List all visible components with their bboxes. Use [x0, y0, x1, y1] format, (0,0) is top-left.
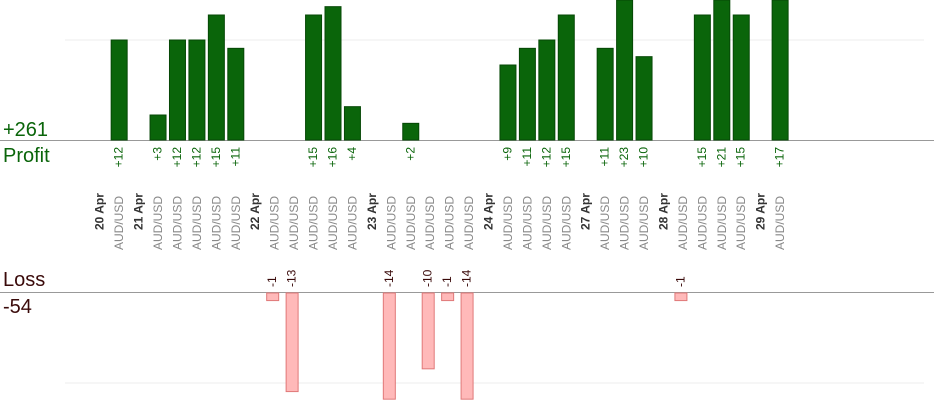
- profit-bar: [402, 122, 420, 141]
- profit-data-label: +12: [189, 147, 203, 168]
- pair-tick-label: AUD/USD: [773, 196, 787, 250]
- profit-bar: [771, 0, 789, 141]
- pair-tick-label: AUD/USD: [734, 196, 748, 250]
- profit-data-label: +2: [403, 147, 417, 161]
- profit-bar: [732, 14, 750, 141]
- profit-bar: [616, 0, 634, 141]
- profit-data-label: +12: [539, 147, 553, 168]
- pair-tick-label: AUD/USD: [287, 196, 301, 250]
- loss-total: -54: [3, 296, 32, 318]
- profit-label: Profit: [3, 145, 50, 167]
- pair-tick-label: AUD/USD: [501, 196, 515, 250]
- loss-bar: [441, 292, 455, 302]
- profit-data-label: +15: [695, 147, 709, 168]
- pair-tick-label: AUD/USD: [229, 196, 243, 250]
- loss-label: Loss: [3, 269, 46, 291]
- date-tick-label: 20 Apr: [93, 193, 107, 230]
- profit-data-label: +11: [228, 147, 242, 167]
- loss-data-label: -10: [421, 269, 435, 287]
- profit-bar: [305, 14, 323, 141]
- loss-data-label: -1: [440, 276, 454, 287]
- date-tick-label: 22 Apr: [248, 193, 262, 230]
- pair-tick-label: AUD/USD: [715, 196, 729, 250]
- profit-bar: [538, 39, 556, 141]
- date-tick-label: 23 Apr: [365, 193, 379, 230]
- pair-tick-label: AUD/USD: [307, 196, 321, 250]
- profit-data-label: +21: [714, 147, 728, 168]
- profit-bar: [635, 56, 653, 141]
- date-tick-label: 29 Apr: [754, 193, 768, 230]
- pair-tick-label: AUD/USD: [384, 196, 398, 250]
- loss-bar: [421, 292, 435, 370]
- profit-data-label: +15: [734, 147, 748, 168]
- profit-bar: [207, 14, 225, 141]
- profit-bar: [343, 106, 361, 141]
- pair-tick-label: AUD/USD: [618, 196, 632, 250]
- pair-tick-label: AUD/USD: [209, 196, 223, 250]
- profit-bar: [713, 0, 731, 141]
- loss-bar: [460, 292, 474, 400]
- profit-bar: [324, 6, 342, 141]
- profit-bar: [596, 47, 614, 141]
- pair-tick-label: AUD/USD: [676, 196, 690, 250]
- pair-tick-label: AUD/USD: [540, 196, 554, 250]
- profit-bar: [168, 39, 186, 141]
- profit-data-label: +4: [345, 147, 359, 161]
- profit-bar: [518, 47, 536, 141]
- pair-tick-label: AUD/USD: [462, 196, 476, 250]
- profit-data-label: +11: [520, 147, 534, 167]
- profit-bar: [110, 39, 128, 141]
- profit-data-label: +15: [209, 147, 223, 168]
- profit-bar: [149, 114, 167, 141]
- date-tick-label: 28 Apr: [656, 193, 670, 230]
- pair-tick-label: AUD/USD: [170, 196, 184, 250]
- pair-tick-label: AUD/USD: [423, 196, 437, 250]
- profit-data-label: +12: [170, 147, 184, 168]
- pair-tick-label: AUD/USD: [598, 196, 612, 250]
- pair-tick-label: AUD/USD: [695, 196, 709, 250]
- profit-bar: [557, 14, 575, 141]
- date-tick-label: 24 Apr: [482, 193, 496, 230]
- pair-tick-label: AUD/USD: [190, 196, 204, 250]
- loss-data-label: -1: [673, 276, 687, 287]
- pair-tick-label: AUD/USD: [637, 196, 651, 250]
- loss-bar: [285, 292, 299, 393]
- profit-data-label: +23: [617, 147, 631, 168]
- loss-data-label: -1: [265, 276, 279, 287]
- pair-tick-label: AUD/USD: [345, 196, 359, 250]
- profit-data-label: +15: [306, 147, 320, 168]
- loss-data-label: -14: [460, 269, 474, 287]
- pair-tick-label: AUD/USD: [443, 196, 457, 250]
- pair-tick-label: AUD/USD: [520, 196, 534, 250]
- pair-tick-label: AUD/USD: [559, 196, 573, 250]
- profit-bar: [499, 64, 517, 141]
- profit-total: +261: [3, 119, 49, 141]
- profit-data-label: +12: [112, 147, 126, 168]
- profit-data-label: +9: [500, 147, 514, 161]
- profit-data-label: +11: [598, 147, 612, 167]
- loss-data-label: -13: [285, 269, 299, 287]
- date-tick-label: 27 Apr: [579, 193, 593, 230]
- profit-bar: [227, 47, 245, 141]
- profit-bar: [188, 39, 206, 141]
- profit-bar: [693, 14, 711, 141]
- date-tick-label: 21 Apr: [132, 193, 146, 230]
- profit-data-label: +16: [326, 147, 340, 168]
- pair-tick-label: AUD/USD: [326, 196, 340, 250]
- profit-data-label: +3: [151, 147, 165, 161]
- profit-data-label: +15: [559, 147, 573, 168]
- profit-data-label: +17: [773, 147, 787, 168]
- loss-bar: [382, 292, 396, 400]
- pair-tick-label: AUD/USD: [151, 196, 165, 250]
- pair-tick-label: AUD/USD: [112, 196, 126, 250]
- pair-tick-label: AUD/USD: [404, 196, 418, 250]
- loss-bar: [266, 292, 280, 302]
- loss-bar: [674, 292, 688, 302]
- profit-data-label: +10: [637, 147, 651, 168]
- loss-data-label: -14: [382, 269, 396, 287]
- pair-tick-label: AUD/USD: [268, 196, 282, 250]
